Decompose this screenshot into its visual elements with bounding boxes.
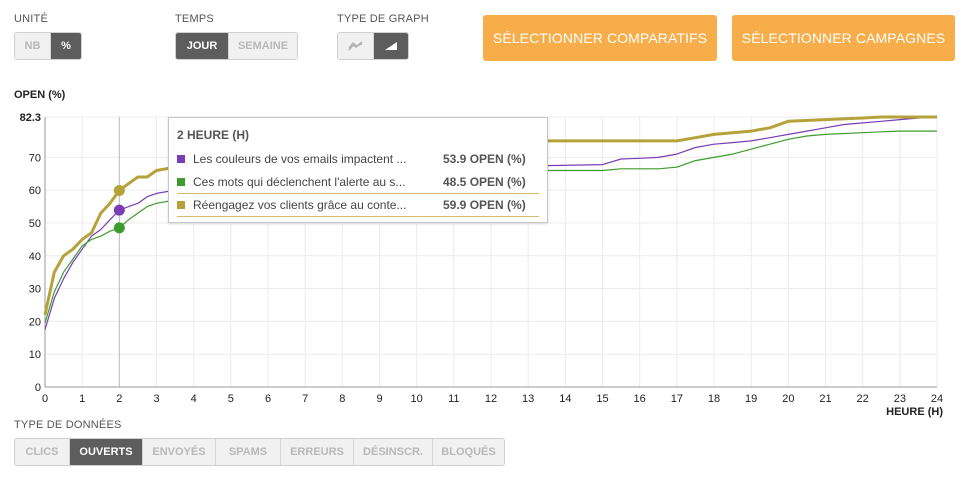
y-tick-label: 60 <box>29 185 41 197</box>
time-toggle: JOUR SEMAINE <box>175 32 298 60</box>
x-tick-label: 10 <box>411 393 423 405</box>
x-tick-label: 13 <box>522 393 534 405</box>
tooltip-series-value-2: 48.5 OPEN (%) <box>443 175 526 189</box>
area-chart-icon <box>385 42 397 50</box>
y-max-label: 82.3 <box>20 112 41 124</box>
select-comparatives-button[interactable]: SÉLECTIONNER COMPARATIFS <box>483 15 717 61</box>
data-type-opens-button[interactable]: OUVERTS <box>70 439 143 465</box>
unit-toggle: NB % <box>14 32 82 60</box>
area-chart-button[interactable] <box>374 33 408 59</box>
x-tick-label: 23 <box>894 393 906 405</box>
tooltip-title: 2 HEURE (H) <box>177 128 250 142</box>
x-axis-title: HEURE (H) <box>886 406 943 418</box>
time-label: TEMPS <box>175 13 214 25</box>
hover-marker-1 <box>113 204 125 216</box>
line-chart-icon <box>347 41 363 51</box>
x-tick-label: 16 <box>634 393 646 405</box>
data-type-label: TYPE DE DONNÉES <box>14 419 122 431</box>
y-tick-label: 10 <box>29 349 41 361</box>
y-tick-label: 30 <box>29 284 41 296</box>
x-tick-label: 7 <box>302 393 308 405</box>
x-tick-label: 24 <box>931 393 943 405</box>
x-tick-label: 21 <box>819 393 831 405</box>
data-type-spams-button[interactable]: SPAMS <box>216 439 281 465</box>
tooltip-series-value-3: 59.9 OPEN (%) <box>443 198 526 212</box>
data-type-toggle: CLICS OUVERTS ENVOYÉS SPAMS ERREURS DÉSI… <box>14 438 505 466</box>
tooltip-series-name-2: Ces mots qui déclenchent l'alerte au s..… <box>193 175 406 189</box>
series-line-1 <box>44 116 938 330</box>
chart-series <box>43 115 938 330</box>
chart-tooltip: 2 HEURE (H) Les couleurs de vos emails i… <box>168 117 548 223</box>
hover-marker-3 <box>113 184 125 196</box>
x-tick-label: 1 <box>79 393 85 405</box>
hover-marker-2 <box>113 222 125 234</box>
unit-nb-button[interactable]: NB <box>15 33 51 59</box>
time-week-button[interactable]: SEMAINE <box>229 33 297 59</box>
data-type-unsubscribes-button[interactable]: DÉSINSCR. <box>354 439 433 465</box>
y-tick-label: 0 <box>35 382 41 394</box>
tooltip-swatch-2 <box>177 178 185 186</box>
unit-label: UNITÉ <box>14 13 48 25</box>
y-tick-label: 70 <box>29 152 41 164</box>
chart-axes <box>44 117 937 388</box>
x-tick-label: 17 <box>671 393 683 405</box>
time-day-button[interactable]: JOUR <box>176 33 229 59</box>
line-chart-button[interactable] <box>338 33 374 59</box>
y-tick-label: 50 <box>29 218 41 230</box>
tooltip-swatch-1 <box>177 155 185 163</box>
x-tick-label: 12 <box>485 393 497 405</box>
graph-type-toggle <box>337 32 409 60</box>
x-tick-label: 11 <box>448 393 459 405</box>
tooltip-series-name-3: Réengagez vos clients grâce au conte... <box>193 198 407 212</box>
tooltip-swatch-3 <box>177 201 185 209</box>
series-line-2 <box>44 130 937 324</box>
x-tick-label: 5 <box>228 393 234 405</box>
tooltip-series-value-1: 53.9 OPEN (%) <box>443 152 526 166</box>
x-tick-label: 20 <box>782 393 794 405</box>
tooltip-row-1: Les couleurs de vos emails impactent ...… <box>177 148 539 170</box>
x-tick-label: 0 <box>42 393 48 405</box>
series-line-3 <box>43 115 937 316</box>
y-tick-label: 20 <box>29 316 41 328</box>
x-tick-label: 2 <box>116 393 122 405</box>
x-tick-label: 22 <box>857 393 869 405</box>
unit-percent-button[interactable]: % <box>51 33 81 59</box>
data-type-errors-button[interactable]: ERREURS <box>281 439 354 465</box>
data-type-clicks-button[interactable]: CLICS <box>15 439 70 465</box>
y-axis-title: OPEN (%) <box>14 89 66 101</box>
tooltip-row-2: Ces mots qui déclenchent l'alerte au s..… <box>177 171 539 193</box>
y-tick-label: 40 <box>29 251 41 263</box>
x-tick-label: 3 <box>153 393 159 405</box>
x-tick-label: 18 <box>708 393 720 405</box>
x-tick-label: 15 <box>596 393 608 405</box>
x-tick-label: 14 <box>559 393 571 405</box>
x-tick-label: 9 <box>376 393 382 405</box>
data-type-sent-button[interactable]: ENVOYÉS <box>143 439 216 465</box>
x-tick-label: 6 <box>265 393 271 405</box>
tooltip-series-name-1: Les couleurs de vos emails impactent ... <box>193 152 407 166</box>
x-tick-label: 4 <box>191 393 197 405</box>
graph-type-label: TYPE DE GRAPH <box>337 13 429 25</box>
data-type-blocked-button[interactable]: BLOQUÉS <box>433 439 504 465</box>
x-tick-label: 8 <box>339 393 345 405</box>
select-campaigns-button[interactable]: SÉLECTIONNER CAMPAGNES <box>732 15 955 61</box>
x-tick-label: 19 <box>745 393 757 405</box>
tooltip-row-3: Réengagez vos clients grâce au conte... … <box>177 193 539 217</box>
